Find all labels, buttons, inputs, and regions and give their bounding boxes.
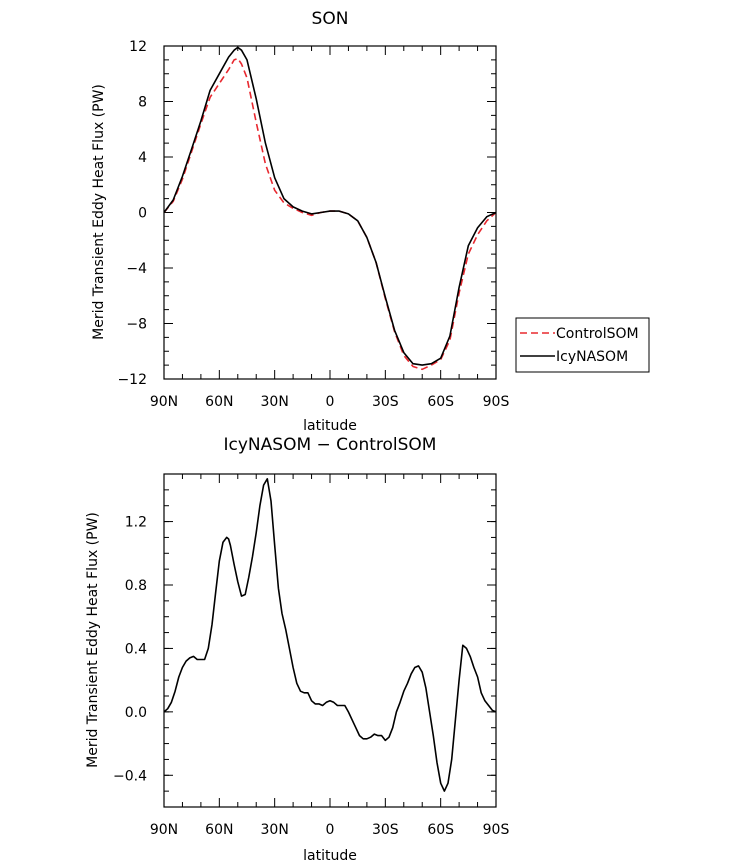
top-chart-y-axis-label: Merid Transient Eddy Heat Flux (PW)	[91, 84, 107, 340]
bottom-x-tick-label: 90N	[150, 822, 178, 838]
top-x-tick-label: 30N	[261, 394, 289, 410]
bottom-chart: IcyNASOM − ControlSOM Merid Transient Ed…	[85, 435, 509, 864]
top-x-tick-label: 60N	[205, 394, 233, 410]
bottom-series-line-0	[163, 478, 497, 792]
top-chart-plot-frame	[163, 45, 497, 380]
top-y-tick-label: −8	[126, 317, 147, 333]
top-x-tick-label: 90S	[483, 394, 510, 410]
top-y-tick-label: 0	[138, 206, 147, 222]
bottom-x-tick-label: 0	[326, 822, 335, 838]
bottom-y-tick-label: 0.4	[125, 641, 147, 657]
top-x-tick-label: 0	[326, 394, 335, 410]
top-y-tick-label: 12	[129, 39, 147, 55]
legend-label-icynasom: IcyNASOM	[556, 349, 628, 365]
bottom-x-tick-label: 60N	[205, 822, 233, 838]
legend-box	[515, 317, 650, 373]
top-x-tick-label: 60S	[427, 394, 454, 410]
bottom-x-tick-label: 30S	[372, 822, 399, 838]
bottom-chart-y-axis-label: Merid Transient Eddy Heat Flux (PW)	[85, 512, 101, 768]
top-chart: SON Merid Transient Eddy Heat Flux (PW) …	[91, 9, 650, 434]
top-series-line-icynasom	[163, 46, 497, 366]
bottom-y-tick-label: 1.2	[125, 515, 147, 531]
bottom-chart-x-axis-label: latitude	[303, 848, 357, 864]
bottom-y-tick-label: 0.0	[125, 705, 147, 721]
bottom-chart-plot-frame	[163, 473, 497, 808]
bottom-x-tick-label: 60S	[427, 822, 454, 838]
top-y-tick-label: −4	[126, 261, 147, 277]
top-chart-title: SON	[312, 9, 349, 29]
bottom-x-tick-label: 90S	[483, 822, 510, 838]
top-series-line-controlsom	[163, 57, 497, 371]
top-y-tick-label: −12	[117, 372, 147, 388]
bottom-chart-title: IcyNASOM − ControlSOM	[224, 435, 437, 455]
top-x-tick-label: 30S	[372, 394, 399, 410]
top-chart-legend: ControlSOM IcyNASOM	[515, 317, 650, 373]
top-chart-x-axis-label: latitude	[303, 418, 357, 434]
bottom-y-tick-label: −0.4	[113, 768, 147, 784]
top-y-tick-label: 8	[138, 95, 147, 111]
legend-label-controlsom: ControlSOM	[556, 326, 639, 342]
bottom-y-tick-label: 0.8	[125, 578, 147, 594]
top-y-tick-label: 4	[138, 150, 147, 166]
top-x-tick-label: 90N	[150, 394, 178, 410]
bottom-x-tick-label: 30N	[261, 822, 289, 838]
